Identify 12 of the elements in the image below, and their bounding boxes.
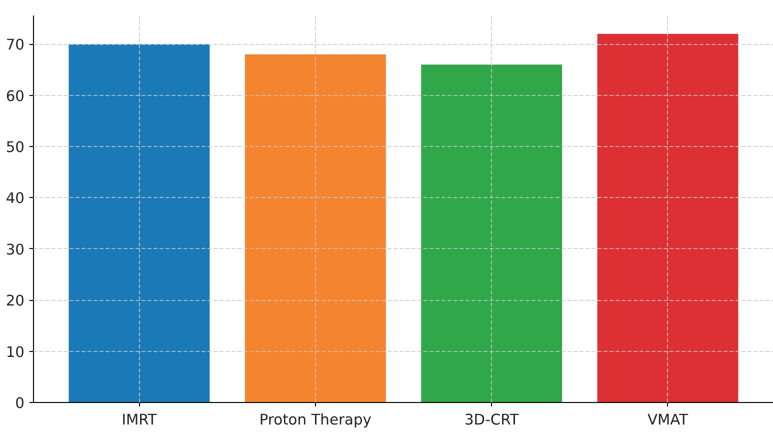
- y-tick-label: 50: [6, 139, 25, 156]
- x-tick-label: VMAT: [648, 412, 688, 428]
- y-tick-label: 10: [6, 344, 25, 361]
- x-tick-label: IMRT: [122, 412, 157, 428]
- y-tick-label: 20: [6, 292, 25, 310]
- y-tick-label: 60: [6, 88, 25, 105]
- y-tick-label: 70: [6, 36, 25, 54]
- y-tick-label: 0: [15, 395, 25, 412]
- x-tick-label: Proton Therapy: [259, 412, 372, 428]
- y-tick-label: 40: [6, 190, 25, 208]
- y-tick-label: 30: [6, 241, 25, 258]
- x-tick-label: 3D-CRT: [464, 412, 519, 428]
